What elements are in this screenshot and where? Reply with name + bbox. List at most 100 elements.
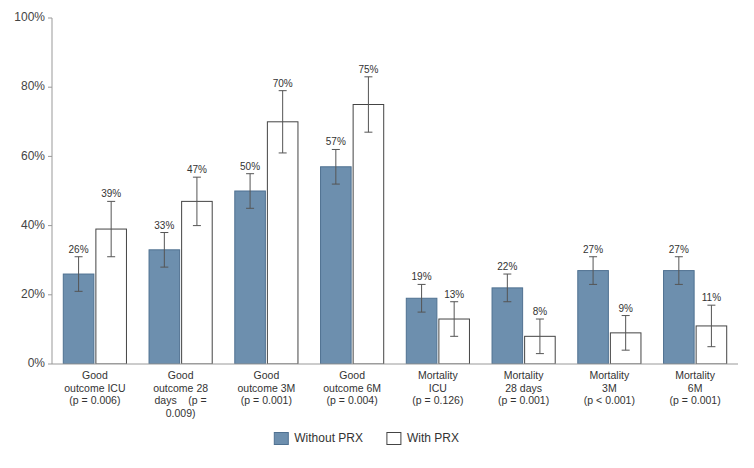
data-label: 57% — [326, 136, 346, 147]
x-tick-label-line: Good — [82, 369, 108, 381]
x-tick-label: Goodoutcome 3M(p = 0.001) — [237, 369, 295, 406]
legend-label: Without PRX — [294, 431, 363, 445]
error-bar — [364, 77, 372, 132]
bar — [235, 191, 266, 364]
y-tick-label: 80% — [21, 79, 45, 93]
error-bar-cap — [160, 232, 168, 233]
y-tick — [48, 294, 52, 295]
data-label: 27% — [583, 244, 603, 255]
x-tick-label: Goodoutcome 28days (p =0.009) — [153, 369, 208, 419]
error-bar-stem — [111, 201, 112, 256]
data-label: 33% — [154, 220, 174, 231]
y-tick — [48, 156, 52, 157]
y-axis-line — [52, 18, 53, 364]
data-label: 13% — [444, 289, 464, 300]
error-bar-cap — [75, 256, 83, 257]
bar — [664, 271, 695, 364]
error-bar — [707, 305, 715, 347]
x-tick-label-line: outcome 3M — [237, 382, 295, 394]
error-bar-stem — [335, 149, 336, 184]
x-tick-label-line: (p = 0.001) — [241, 394, 292, 406]
x-tick-label-line: (p = 0.006) — [69, 394, 120, 406]
data-label: 8% — [533, 306, 548, 317]
x-tick-label-line: 0.009) — [166, 407, 196, 419]
error-bar — [589, 257, 597, 285]
error-bar-cap — [707, 305, 715, 306]
bar — [321, 167, 352, 364]
error-bar-cap — [193, 225, 201, 226]
error-bar-stem — [78, 257, 79, 292]
error-bar-cap — [418, 284, 426, 285]
legend-label: With PRX — [407, 431, 459, 445]
y-tick-label: 20% — [21, 287, 45, 301]
y-tick-label: 0% — [28, 356, 46, 370]
x-tick-label-line: Mortality — [675, 369, 715, 381]
error-bar-stem — [678, 257, 679, 285]
data-label: 39% — [101, 188, 121, 199]
x-axis-line — [52, 364, 738, 365]
y-tick — [48, 87, 52, 88]
error-bar-stem — [421, 284, 422, 312]
x-tick-label: MortalityICU(p = 0.126) — [412, 369, 463, 406]
error-bar-cap — [364, 132, 372, 133]
bar — [578, 271, 609, 364]
x-tick-label-line: days (p = — [155, 394, 207, 406]
error-bar — [279, 91, 287, 153]
x-tick-label-line: outcome 6M — [323, 382, 381, 394]
error-bar-cap — [160, 267, 168, 268]
error-bar-cap — [589, 256, 597, 257]
y-tick-label: 60% — [21, 149, 45, 163]
error-bar — [107, 201, 115, 256]
plot-area — [63, 77, 726, 364]
error-bar-cap — [75, 291, 83, 292]
error-bar-cap — [589, 284, 597, 285]
error-bar-cap — [364, 76, 372, 77]
chart-container: 0%20%40%60%80%100%26%33%50%57%19%22%27%2… — [0, 0, 754, 468]
x-tick-label-line: (p = 0.126) — [412, 394, 463, 406]
x-tick-label-line: outcome 28 — [153, 382, 208, 394]
x-tick-label-line: 3M — [602, 382, 617, 394]
y-tick — [48, 225, 52, 226]
data-label: 50% — [240, 161, 260, 172]
series-group — [96, 77, 727, 364]
x-tick-label: Mortality3M(p < 0.001) — [584, 369, 635, 406]
error-bar-cap — [622, 315, 630, 316]
error-bar-cap — [675, 284, 683, 285]
error-bar-cap — [279, 90, 287, 91]
error-bar-cap — [675, 256, 683, 257]
y-tick — [48, 364, 52, 365]
error-bar — [193, 177, 201, 225]
x-tick-label-line: Mortality — [590, 369, 630, 381]
legend: Without PRX With PRX — [274, 431, 459, 445]
error-bar-cap — [503, 274, 511, 275]
chart-svg: 0%20%40%60%80%100%26%33%50%57%19%22%27%2… — [0, 0, 754, 468]
x-tick-label-line: (p = 0.001) — [498, 394, 549, 406]
error-bar-stem — [539, 319, 540, 354]
data-label: 27% — [669, 244, 689, 255]
error-bar-stem — [282, 91, 283, 153]
x-tick-label: Mortality6M(p = 0.001) — [670, 369, 721, 406]
error-bar — [160, 233, 168, 268]
data-label: 26% — [69, 244, 89, 255]
x-tick-label-line: (p = 0.001) — [670, 394, 721, 406]
error-bar-stem — [507, 274, 508, 302]
error-bar-cap — [107, 256, 115, 257]
error-bar-cap — [536, 319, 544, 320]
y-tick-label: 40% — [21, 218, 45, 232]
error-bar-stem — [196, 177, 197, 225]
error-bar — [450, 302, 458, 337]
x-tick-label-line: outcome ICU — [64, 382, 125, 394]
error-bar-stem — [164, 233, 165, 268]
error-bar-cap — [450, 336, 458, 337]
x-tick-label: Mortality28 days(p = 0.001) — [498, 369, 549, 406]
data-label: 47% — [187, 164, 207, 175]
legend-swatch — [274, 433, 288, 445]
y-axis: 0% 20% 40% 60% 80% 100% — [14, 10, 52, 370]
error-bar-cap — [536, 353, 544, 354]
error-bar — [75, 257, 83, 292]
y-tick-label: 100% — [14, 10, 45, 24]
data-label: 9% — [618, 303, 633, 314]
error-bar — [332, 149, 340, 184]
error-bar — [418, 284, 426, 312]
x-axis: Goodoutcome ICU(p = 0.006) Goodoutcome 28… — [64, 369, 720, 419]
